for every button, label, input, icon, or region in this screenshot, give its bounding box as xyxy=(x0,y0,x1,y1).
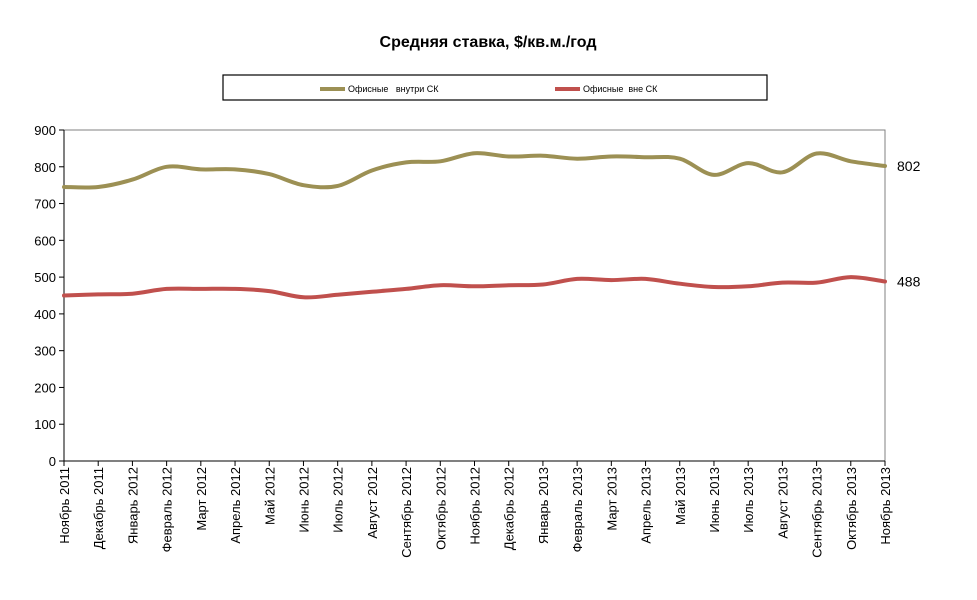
x-tick-label: Апрель 2012 xyxy=(228,467,243,544)
series-layer xyxy=(62,151,887,300)
x-tick-label: Ноябрь 2011 xyxy=(57,467,72,544)
x-tick-label: Январь 2013 xyxy=(536,467,551,544)
plot-frame xyxy=(63,129,886,462)
x-tick-label: Апрель 2013 xyxy=(639,467,654,544)
x-tick-label: Сентябрь 2013 xyxy=(810,467,825,558)
x-tick-label: Март 2013 xyxy=(604,467,619,531)
x-tick-label: Сентябрь 2012 xyxy=(399,467,414,558)
y-tick-label: 700 xyxy=(34,197,56,212)
y-tick-label: 0 xyxy=(49,454,56,469)
chart-title: Средняя ставка, $/кв.м./год xyxy=(380,34,597,51)
legend-label-series-1: Офисные внутри СК xyxy=(348,84,439,94)
x-tick-label: Июль 2013 xyxy=(741,467,756,533)
x-tick-label: Июль 2012 xyxy=(331,467,346,533)
x-tick-label: Декабрь 2011 xyxy=(91,467,106,549)
y-tick-label: 400 xyxy=(34,307,56,322)
x-tick-label: Ноябрь 2012 xyxy=(468,467,483,545)
x-tick-label: Февраль 2013 xyxy=(570,467,585,552)
x-tick-label: Октябрь 2012 xyxy=(433,467,448,550)
x-tick-label: Ноябрь 2013 xyxy=(878,467,893,545)
end-labels: 802 488 xyxy=(897,158,921,289)
x-axis: Ноябрь 2011 Декабрь 2011 Январь 2012 Феврал… xyxy=(57,460,893,558)
x-tick-label: Октябрь 2013 xyxy=(844,467,859,550)
y-tick-label: 800 xyxy=(34,160,56,175)
legend: Офисные внутри СК Офисные вне СК xyxy=(222,74,768,101)
series-line-1 xyxy=(62,151,887,190)
end-value-label-series-2: 488 xyxy=(897,274,921,290)
x-tick-label: Август 2013 xyxy=(775,467,790,539)
x-tick-label: Июнь 2013 xyxy=(707,467,722,533)
y-tick-label: 200 xyxy=(34,380,56,395)
y-axis: 0 100 200 300 400 500 600 700 800 900 xyxy=(34,123,65,469)
x-tick-label: Май 2012 xyxy=(262,467,277,525)
x-tick-label: Январь 2012 xyxy=(125,467,140,544)
x-tick-label: Май 2013 xyxy=(673,467,688,525)
legend-box xyxy=(222,74,768,101)
x-tick-label: Август 2012 xyxy=(365,467,380,539)
plot-area xyxy=(63,129,886,462)
y-tick-label: 300 xyxy=(34,344,56,359)
series-line-2 xyxy=(62,275,887,300)
y-tick-label: 900 xyxy=(34,123,56,138)
x-tick-label: Февраль 2012 xyxy=(160,467,175,552)
legend-label-series-2: Офисные вне СК xyxy=(583,84,658,94)
y-tick-label: 600 xyxy=(34,233,56,248)
x-tick-label: Март 2012 xyxy=(194,467,209,531)
x-tick-label: Декабрь 2012 xyxy=(502,467,517,550)
y-tick-label: 500 xyxy=(34,270,56,285)
end-value-label-series-1: 802 xyxy=(897,158,921,174)
x-tick-label: Июнь 2012 xyxy=(296,467,311,533)
y-tick-label: 100 xyxy=(34,417,56,432)
